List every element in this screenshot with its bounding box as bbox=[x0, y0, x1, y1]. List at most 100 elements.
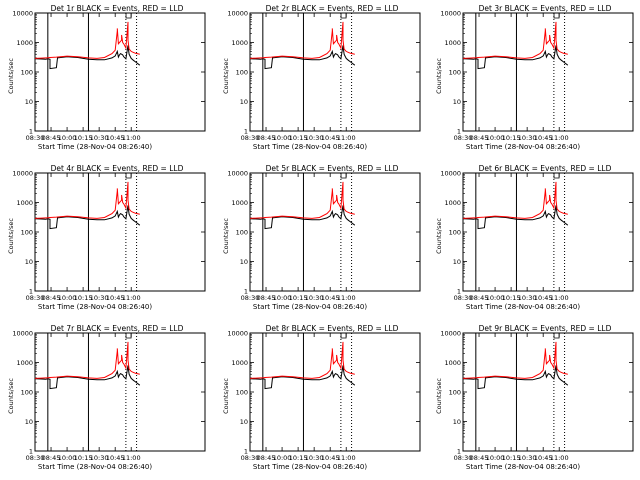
x-tick-label: 10:30 bbox=[518, 294, 537, 302]
top-bracket-mark bbox=[553, 13, 560, 19]
y-tick-label: 100 bbox=[21, 228, 33, 236]
panel-6: Det 6r BLACK = Events, RED = LLD 1 10 100 10… bbox=[435, 164, 634, 311]
y-tick-label: 10000 bbox=[227, 329, 248, 337]
x-tick-label: 08:45 bbox=[257, 454, 276, 462]
y-tick-label: 100 bbox=[449, 68, 461, 76]
series-events-line bbox=[462, 205, 569, 230]
x-tick-label: 08:45 bbox=[470, 134, 489, 142]
x-axis-label: Start Time (28-Nov-04 08:26:40) bbox=[38, 303, 152, 311]
y-tick-label: 10 bbox=[453, 98, 461, 106]
x-tick-label: 08:30 bbox=[241, 454, 260, 462]
series-events-line bbox=[462, 365, 569, 390]
top-bracket-mark bbox=[125, 333, 132, 339]
top-bracket-mark bbox=[125, 13, 132, 19]
x-tick-label: 08:30 bbox=[26, 134, 45, 142]
y-tick-label: 1 bbox=[244, 447, 248, 455]
x-tick-label: 08:45 bbox=[257, 294, 276, 302]
plot-frame bbox=[34, 332, 206, 452]
y-axis-label: Counts/sec bbox=[7, 218, 15, 254]
y-tick-label: 100 bbox=[236, 228, 248, 236]
x-tick-label: 10:15 bbox=[502, 454, 521, 462]
series-lld-line bbox=[249, 21, 355, 59]
panel-4: Det 4r BLACK = Events, RED = LLD 1 10 100 10… bbox=[7, 164, 206, 311]
x-tick-label: 11:00 bbox=[550, 134, 569, 142]
panel-8: Det 8r BLACK = Events, RED = LLD 1 10 100 10… bbox=[222, 324, 421, 471]
x-tick-label: 10:30 bbox=[305, 134, 324, 142]
y-tick-label: 10 bbox=[240, 418, 248, 426]
panel-title: Det 6r BLACK = Events, RED = LLD bbox=[479, 164, 612, 173]
x-tick-label: 08:45 bbox=[42, 134, 61, 142]
x-tick-label: 10:00 bbox=[58, 294, 77, 302]
x-tick-label: 10:15 bbox=[502, 294, 521, 302]
y-tick-label: 10 bbox=[240, 98, 248, 106]
x-tick-label: 10:45 bbox=[106, 134, 125, 142]
y-tick-label: 1000 bbox=[444, 359, 461, 367]
series-events-line bbox=[462, 45, 569, 70]
y-tick-label: 1000 bbox=[231, 199, 248, 207]
y-tick-label: 10000 bbox=[440, 329, 461, 337]
series-events-line bbox=[249, 365, 356, 390]
y-tick-label: 100 bbox=[449, 228, 461, 236]
y-tick-label: 10 bbox=[453, 418, 461, 426]
x-tick-label: 08:45 bbox=[257, 134, 276, 142]
top-bracket-mark bbox=[340, 173, 347, 179]
series-lld-line bbox=[249, 341, 355, 379]
panel-title: Det 2r BLACK = Events, RED = LLD bbox=[266, 4, 399, 13]
y-tick-label: 1000 bbox=[231, 39, 248, 47]
x-tick-label: 08:30 bbox=[454, 134, 473, 142]
x-tick-label: 10:00 bbox=[486, 134, 505, 142]
y-tick-label: 1000 bbox=[444, 39, 461, 47]
x-tick-label: 10:45 bbox=[321, 134, 340, 142]
x-tick-label: 11:00 bbox=[550, 294, 569, 302]
y-tick-label: 10000 bbox=[227, 9, 248, 17]
y-tick-label: 100 bbox=[21, 68, 33, 76]
x-tick-label: 10:00 bbox=[58, 134, 77, 142]
y-axis-label: Counts/sec bbox=[435, 218, 443, 254]
panel-title: Det 5r BLACK = Events, RED = LLD bbox=[266, 164, 399, 173]
x-tick-label: 10:30 bbox=[305, 454, 324, 462]
top-bracket-mark bbox=[125, 173, 132, 179]
y-tick-label: 1 bbox=[29, 447, 33, 455]
x-tick-label: 10:00 bbox=[273, 134, 292, 142]
series-lld-line bbox=[462, 181, 568, 219]
y-tick-label: 10 bbox=[25, 258, 33, 266]
panel-title: Det 3r BLACK = Events, RED = LLD bbox=[479, 4, 612, 13]
y-tick-label: 10 bbox=[25, 418, 33, 426]
plot-frame bbox=[249, 172, 421, 292]
y-tick-label: 1 bbox=[457, 447, 461, 455]
y-axis-label: Counts/sec bbox=[435, 378, 443, 414]
y-tick-label: 1000 bbox=[231, 359, 248, 367]
x-tick-label: 10:45 bbox=[321, 294, 340, 302]
panel-2: Det 2r BLACK = Events, RED = LLD 1 10 100 10… bbox=[222, 4, 421, 151]
x-tick-label: 10:45 bbox=[106, 294, 125, 302]
panel-7: Det 7r BLACK = Events, RED = LLD 1 10 100 10… bbox=[7, 324, 206, 471]
x-axis-label: Start Time (28-Nov-04 08:26:40) bbox=[466, 143, 580, 151]
top-bracket-mark bbox=[553, 333, 560, 339]
y-tick-label: 1 bbox=[244, 127, 248, 135]
x-tick-label: 10:00 bbox=[58, 454, 77, 462]
series-lld-line bbox=[34, 21, 140, 59]
x-tick-label: 08:45 bbox=[42, 454, 61, 462]
plot-frame bbox=[462, 172, 634, 292]
y-tick-label: 1000 bbox=[16, 359, 33, 367]
x-tick-label: 11:00 bbox=[122, 294, 141, 302]
panel-title: Det 4r BLACK = Events, RED = LLD bbox=[51, 164, 184, 173]
x-tick-label: 10:00 bbox=[273, 454, 292, 462]
series-lld-line bbox=[462, 341, 568, 379]
plot-frame bbox=[249, 332, 421, 452]
series-events-line bbox=[249, 45, 356, 70]
x-tick-label: 08:30 bbox=[454, 454, 473, 462]
top-bracket-mark bbox=[340, 13, 347, 19]
series-events-line bbox=[34, 365, 141, 390]
x-tick-label: 08:30 bbox=[26, 294, 45, 302]
series-lld-line bbox=[34, 341, 140, 379]
x-tick-label: 10:30 bbox=[518, 134, 537, 142]
plot-frame bbox=[34, 172, 206, 292]
series-events-line bbox=[34, 45, 141, 70]
x-tick-label: 08:30 bbox=[241, 294, 260, 302]
y-axis-label: Counts/sec bbox=[7, 58, 15, 94]
x-tick-label: 10:30 bbox=[90, 294, 109, 302]
x-tick-label: 11:00 bbox=[337, 134, 356, 142]
x-tick-label: 08:45 bbox=[42, 294, 61, 302]
x-tick-label: 10:00 bbox=[486, 454, 505, 462]
